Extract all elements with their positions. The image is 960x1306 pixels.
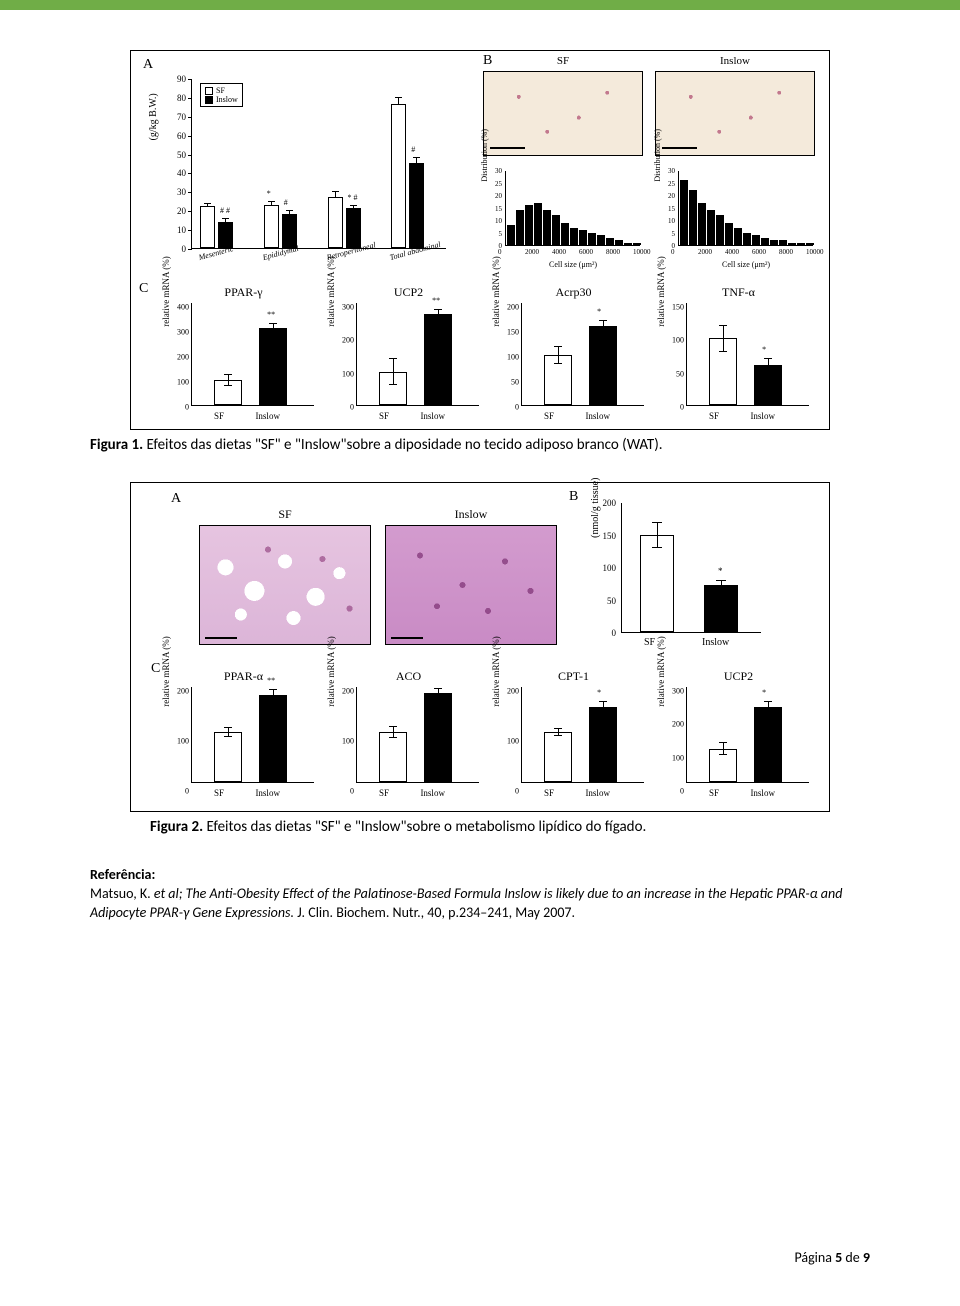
footer-prefix: Página <box>794 1249 835 1266</box>
fig1b-histology-inslow <box>655 71 815 156</box>
legend-inslow: Inslow <box>216 95 238 104</box>
caption1-text: Efeitos das dietas "SF" e "Inslow"sobre … <box>143 436 662 454</box>
page-content: A B C (g/kg B.W.) SF Inslow 010203040506… <box>0 10 960 923</box>
mini-chart: PPAR-γ0100200300400**SFInslowrelative mR… <box>167 299 320 424</box>
mini-chart: PPAR-α0100200**SFInslowrelative mRNA (%) <box>167 683 320 801</box>
fig2-panel-b-label: B <box>569 489 578 505</box>
fig1-panel-c: PPAR-γ0100200300400**SFInslowrelative mR… <box>161 299 821 424</box>
scalebar-icon <box>205 637 237 639</box>
mini-chart: ACO0100200SFInslowrelative mRNA (%) <box>332 683 485 801</box>
fig2-panel-a-label: A <box>171 491 181 507</box>
legend-sf: SF <box>216 86 225 95</box>
figure1-caption: Figura 1. Efeitos das dietas "SF" e "Ins… <box>90 436 870 454</box>
mini-chart: Acrp30050100150200*SFInslowrelative mRNA… <box>497 299 650 424</box>
fig1-panel-c-label: C <box>139 281 148 297</box>
reference-block: Referência: Matsuo, K. et al; The Anti-O… <box>90 866 870 923</box>
fig2-panel-a: SF Inslow <box>199 511 559 649</box>
fig1b-histology-sf <box>483 71 643 156</box>
footer-total: 9 <box>863 1249 870 1266</box>
fig2a-title-sf: SF <box>199 507 371 522</box>
fig1b-title-sf: SF <box>483 55 643 67</box>
caption1-bold: Figura 1. <box>90 436 143 454</box>
fig1b-histogram-sf: Distribution (%) Cell size (μm²) 0510152… <box>505 171 640 246</box>
figure2-caption: Figura 2. Efeitos das dietas "SF" e "Ins… <box>150 818 870 836</box>
top-accent-bar <box>0 0 960 10</box>
caption2-bold: Figura 2. <box>150 818 203 836</box>
reference-label: Referência: <box>90 866 870 885</box>
fig1-panel-a-chart: (g/kg B.W.) SF Inslow 010203040506070809… <box>191 79 446 249</box>
fig2-panel-b-chart: (nmol/g tissue) 050100150200*SFInslow <box>621 503 761 633</box>
fig2a-histology-sf <box>199 525 371 645</box>
fig1b-hist-xtitle: Cell size (μm²) <box>549 260 597 269</box>
caption2-text: Efeitos das dietas "SF" e "Inslow"sobre … <box>203 818 646 836</box>
fig1b-hist-ytitle: Distribution (%) <box>653 129 662 182</box>
page-footer: Página 5 de 9 <box>794 1249 870 1266</box>
fig1a-y-axis-title: (g/kg B.W.) <box>148 93 159 140</box>
fig2-panel-c-label: C <box>151 661 160 677</box>
fig1b-title-inslow: Inslow <box>655 55 815 67</box>
reference-author: Matsuo, K. <box>90 885 154 902</box>
fig2a-histology-inslow <box>385 525 557 645</box>
scalebar-icon <box>490 147 525 149</box>
mini-chart: UCP20100200300**SFInslowrelative mRNA (%… <box>332 299 485 424</box>
scalebar-icon <box>662 147 697 149</box>
mini-chart: TNF-α050100150*SFInslowrelative mRNA (%) <box>662 299 815 424</box>
figure-2: A B C SF Inslow (nmol/g tissue) 05010015… <box>130 482 830 812</box>
reference-tail: J. Clin. Biochem. Nutr., 40, p.234–241, … <box>294 904 575 921</box>
fig1-panel-b: SF Inslow Distribution (%) Cell size (μm… <box>483 61 817 261</box>
fig1b-histogram-inslow: Distribution (%) Cell size (μm²) 0510152… <box>678 171 813 246</box>
figure-1: A B C (g/kg B.W.) SF Inslow 010203040506… <box>130 50 830 430</box>
mini-chart: UCP20100200300*SFInslowrelative mRNA (%) <box>662 683 815 801</box>
scalebar-icon <box>391 637 423 639</box>
fig2a-title-inslow: Inslow <box>385 507 557 522</box>
fig1b-hist-ytitle: Distribution (%) <box>480 129 489 182</box>
mini-chart: CPT-10100200*SFInslowrelative mRNA (%) <box>497 683 650 801</box>
fig2b-y-axis-title: (nmol/g tissue) <box>590 477 601 537</box>
fig2-panel-c: PPAR-α0100200**SFInslowrelative mRNA (%)… <box>161 683 821 801</box>
fig1-panel-a-label: A <box>143 57 153 73</box>
fig1b-hist-xtitle: Cell size (μm²) <box>722 260 770 269</box>
footer-mid: de <box>842 1249 863 1266</box>
fig1a-legend: SF Inslow <box>200 83 243 107</box>
